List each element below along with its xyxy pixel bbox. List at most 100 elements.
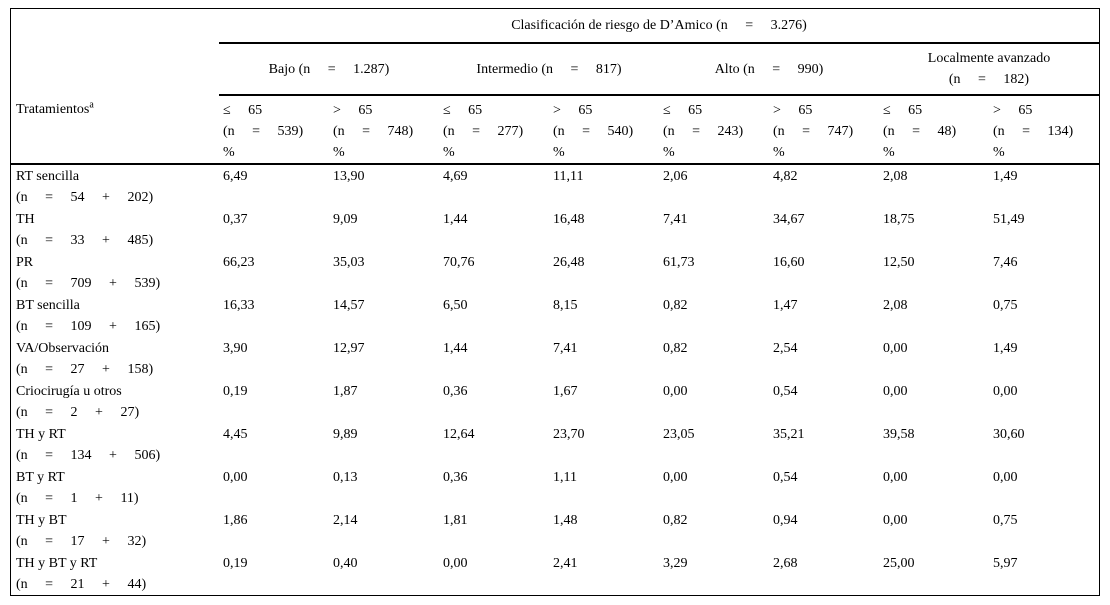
treatment-n: (n = 17 + 32) xyxy=(16,534,147,549)
value-cell: 35,03 xyxy=(333,255,365,270)
value-cell: 12,64 xyxy=(443,427,475,442)
treatment-name: TH y BT y RT xyxy=(16,556,98,571)
value-cell: 2,08 xyxy=(883,298,908,313)
value-cell: 0,94 xyxy=(773,513,798,528)
value-cell: 1,49 xyxy=(993,169,1018,184)
value-cell: 16,60 xyxy=(773,255,805,270)
percent-sign: % xyxy=(883,145,895,160)
value-cell: 0,00 xyxy=(883,513,908,528)
value-cell: 1,81 xyxy=(443,513,468,528)
value-cell: 1,49 xyxy=(993,341,1018,356)
value-cell: 0,54 xyxy=(773,470,798,485)
treatment-cell: TH y BT y RT (n = 21 + 44) xyxy=(11,552,219,595)
treatment-n: (n = 1 + 11) xyxy=(16,491,139,506)
subcolumn-header: > 65 (n = 747) % xyxy=(769,95,879,165)
value-cell: 0,40 xyxy=(333,556,358,571)
percent-sign: % xyxy=(663,145,675,160)
treatment-cell: BT sencilla (n = 109 + 165) xyxy=(11,294,219,337)
treatment-name: TH y BT xyxy=(16,513,67,528)
n-count: (n = 48) xyxy=(883,124,957,139)
value-cell: 1,87 xyxy=(333,384,358,399)
value-cell: 7,41 xyxy=(663,212,688,227)
treatment-n: (n = 33 + 485) xyxy=(16,233,154,248)
value-cell: 2,06 xyxy=(663,169,688,184)
corner-empty-cell xyxy=(11,9,219,43)
value-cell: 0,82 xyxy=(663,298,688,313)
n-count: (n = 540) xyxy=(553,124,634,139)
treatment-n: (n = 2 + 27) xyxy=(16,405,140,420)
value-cell: 0,54 xyxy=(773,384,798,399)
value-cell: 0,37 xyxy=(223,212,248,227)
value-cell: 2,54 xyxy=(773,341,798,356)
value-cell: 0,00 xyxy=(993,470,1018,485)
value-cell: 1,47 xyxy=(773,298,798,313)
value-cell: 16,48 xyxy=(553,212,585,227)
subcolumn-header: ≤ 65 (n = 48) % xyxy=(879,95,989,165)
subcolumn-header: ≤ 65 (n = 539) % xyxy=(219,95,329,165)
treatment-n: (n = 21 + 44) xyxy=(16,577,147,592)
value-cell: 7,46 xyxy=(993,255,1018,270)
percent-sign: % xyxy=(773,145,785,160)
value-cell: 34,67 xyxy=(773,212,805,227)
table-row: Criocirugía u otros (n = 2 + 27) 0,19 1,… xyxy=(11,380,1099,423)
group-count: (n = 1.287) xyxy=(298,61,390,77)
table-row: TH y BT y RT (n = 21 + 44) 0,19 0,40 0,0… xyxy=(11,552,1099,595)
table-row: VA/Observación (n = 27 + 158) 3,90 12,97… xyxy=(11,337,1099,380)
value-cell: 0,36 xyxy=(443,384,468,399)
treatment-cell: TH (n = 33 + 485) xyxy=(11,208,219,251)
value-cell: 0,19 xyxy=(223,384,248,399)
table-title-cell: Clasificación de riesgo de D’Amico (n = … xyxy=(219,9,1099,44)
treatment-name: Criocirugía u otros xyxy=(16,384,122,399)
percent-sign: % xyxy=(223,145,235,160)
treatment-name: BT y RT xyxy=(16,470,65,485)
treatment-n: (n = 54 + 202) xyxy=(16,190,154,205)
table-row: TH (n = 33 + 485) 0,37 9,09 1,44 16,48 7… xyxy=(11,208,1099,251)
value-cell: 0,00 xyxy=(663,470,688,485)
value-cell: 0,19 xyxy=(223,556,248,571)
title-row: Clasificación de riesgo de D’Amico (n = … xyxy=(11,9,1099,44)
value-cell: 51,49 xyxy=(993,212,1025,227)
value-cell: 0,00 xyxy=(883,470,908,485)
treatment-cell: Criocirugía u otros (n = 2 + 27) xyxy=(11,380,219,423)
value-cell: 30,60 xyxy=(993,427,1025,442)
age-band: ≤ 65 xyxy=(883,103,923,118)
value-cell: 0,13 xyxy=(333,470,358,485)
value-cell: 26,48 xyxy=(553,255,585,270)
value-cell: 0,00 xyxy=(223,470,248,485)
group-count: (n = 990) xyxy=(743,61,824,77)
value-cell: 1,48 xyxy=(553,513,578,528)
age-band: ≤ 65 xyxy=(663,103,703,118)
group-header-intermedio: Intermedio (n = 817) xyxy=(439,43,659,96)
age-band: ≤ 65 xyxy=(223,103,263,118)
value-cell: 1,44 xyxy=(443,341,468,356)
treatment-cell: TH y RT (n = 134 + 506) xyxy=(11,423,219,466)
value-cell: 11,11 xyxy=(553,169,584,184)
percent-sign: % xyxy=(333,145,345,160)
table-row: TH y RT (n = 134 + 506) 4,45 9,89 12,64 … xyxy=(11,423,1099,466)
value-cell: 2,14 xyxy=(333,513,358,528)
value-cell: 23,70 xyxy=(553,427,585,442)
group-count: (n = 182) xyxy=(948,72,1030,87)
value-cell: 2,08 xyxy=(883,169,908,184)
table-row: BT sencilla (n = 109 + 165) 16,33 14,57 … xyxy=(11,294,1099,337)
subcolumn-header: > 65 (n = 134) % xyxy=(989,95,1099,165)
treatment-cell: BT y RT (n = 1 + 11) xyxy=(11,466,219,509)
n-count: (n = 277) xyxy=(443,124,524,139)
age-band: > 65 xyxy=(333,103,373,118)
subcolumn-header: ≤ 65 (n = 243) % xyxy=(659,95,769,165)
treatment-n: (n = 709 + 539) xyxy=(16,276,161,291)
age-band: ≤ 65 xyxy=(443,103,483,118)
value-cell: 3,29 xyxy=(663,556,688,571)
age-band: > 65 xyxy=(773,103,813,118)
table-title: Clasificación de riesgo de D’Amico xyxy=(511,18,713,33)
value-cell: 3,90 xyxy=(223,341,248,356)
group-header-row: Bajo (n = 1.287) Intermedio (n = 817) Al… xyxy=(11,43,1099,96)
value-cell: 9,89 xyxy=(333,427,358,442)
treatment-n: (n = 27 + 158) xyxy=(16,362,154,377)
treatment-cell: RT sencilla (n = 54 + 202) xyxy=(11,164,219,208)
value-cell: 61,73 xyxy=(663,255,695,270)
treatment-name: TH xyxy=(16,212,35,227)
value-cell: 1,11 xyxy=(553,470,577,485)
treatments-header: Tratamientos xyxy=(16,102,90,117)
